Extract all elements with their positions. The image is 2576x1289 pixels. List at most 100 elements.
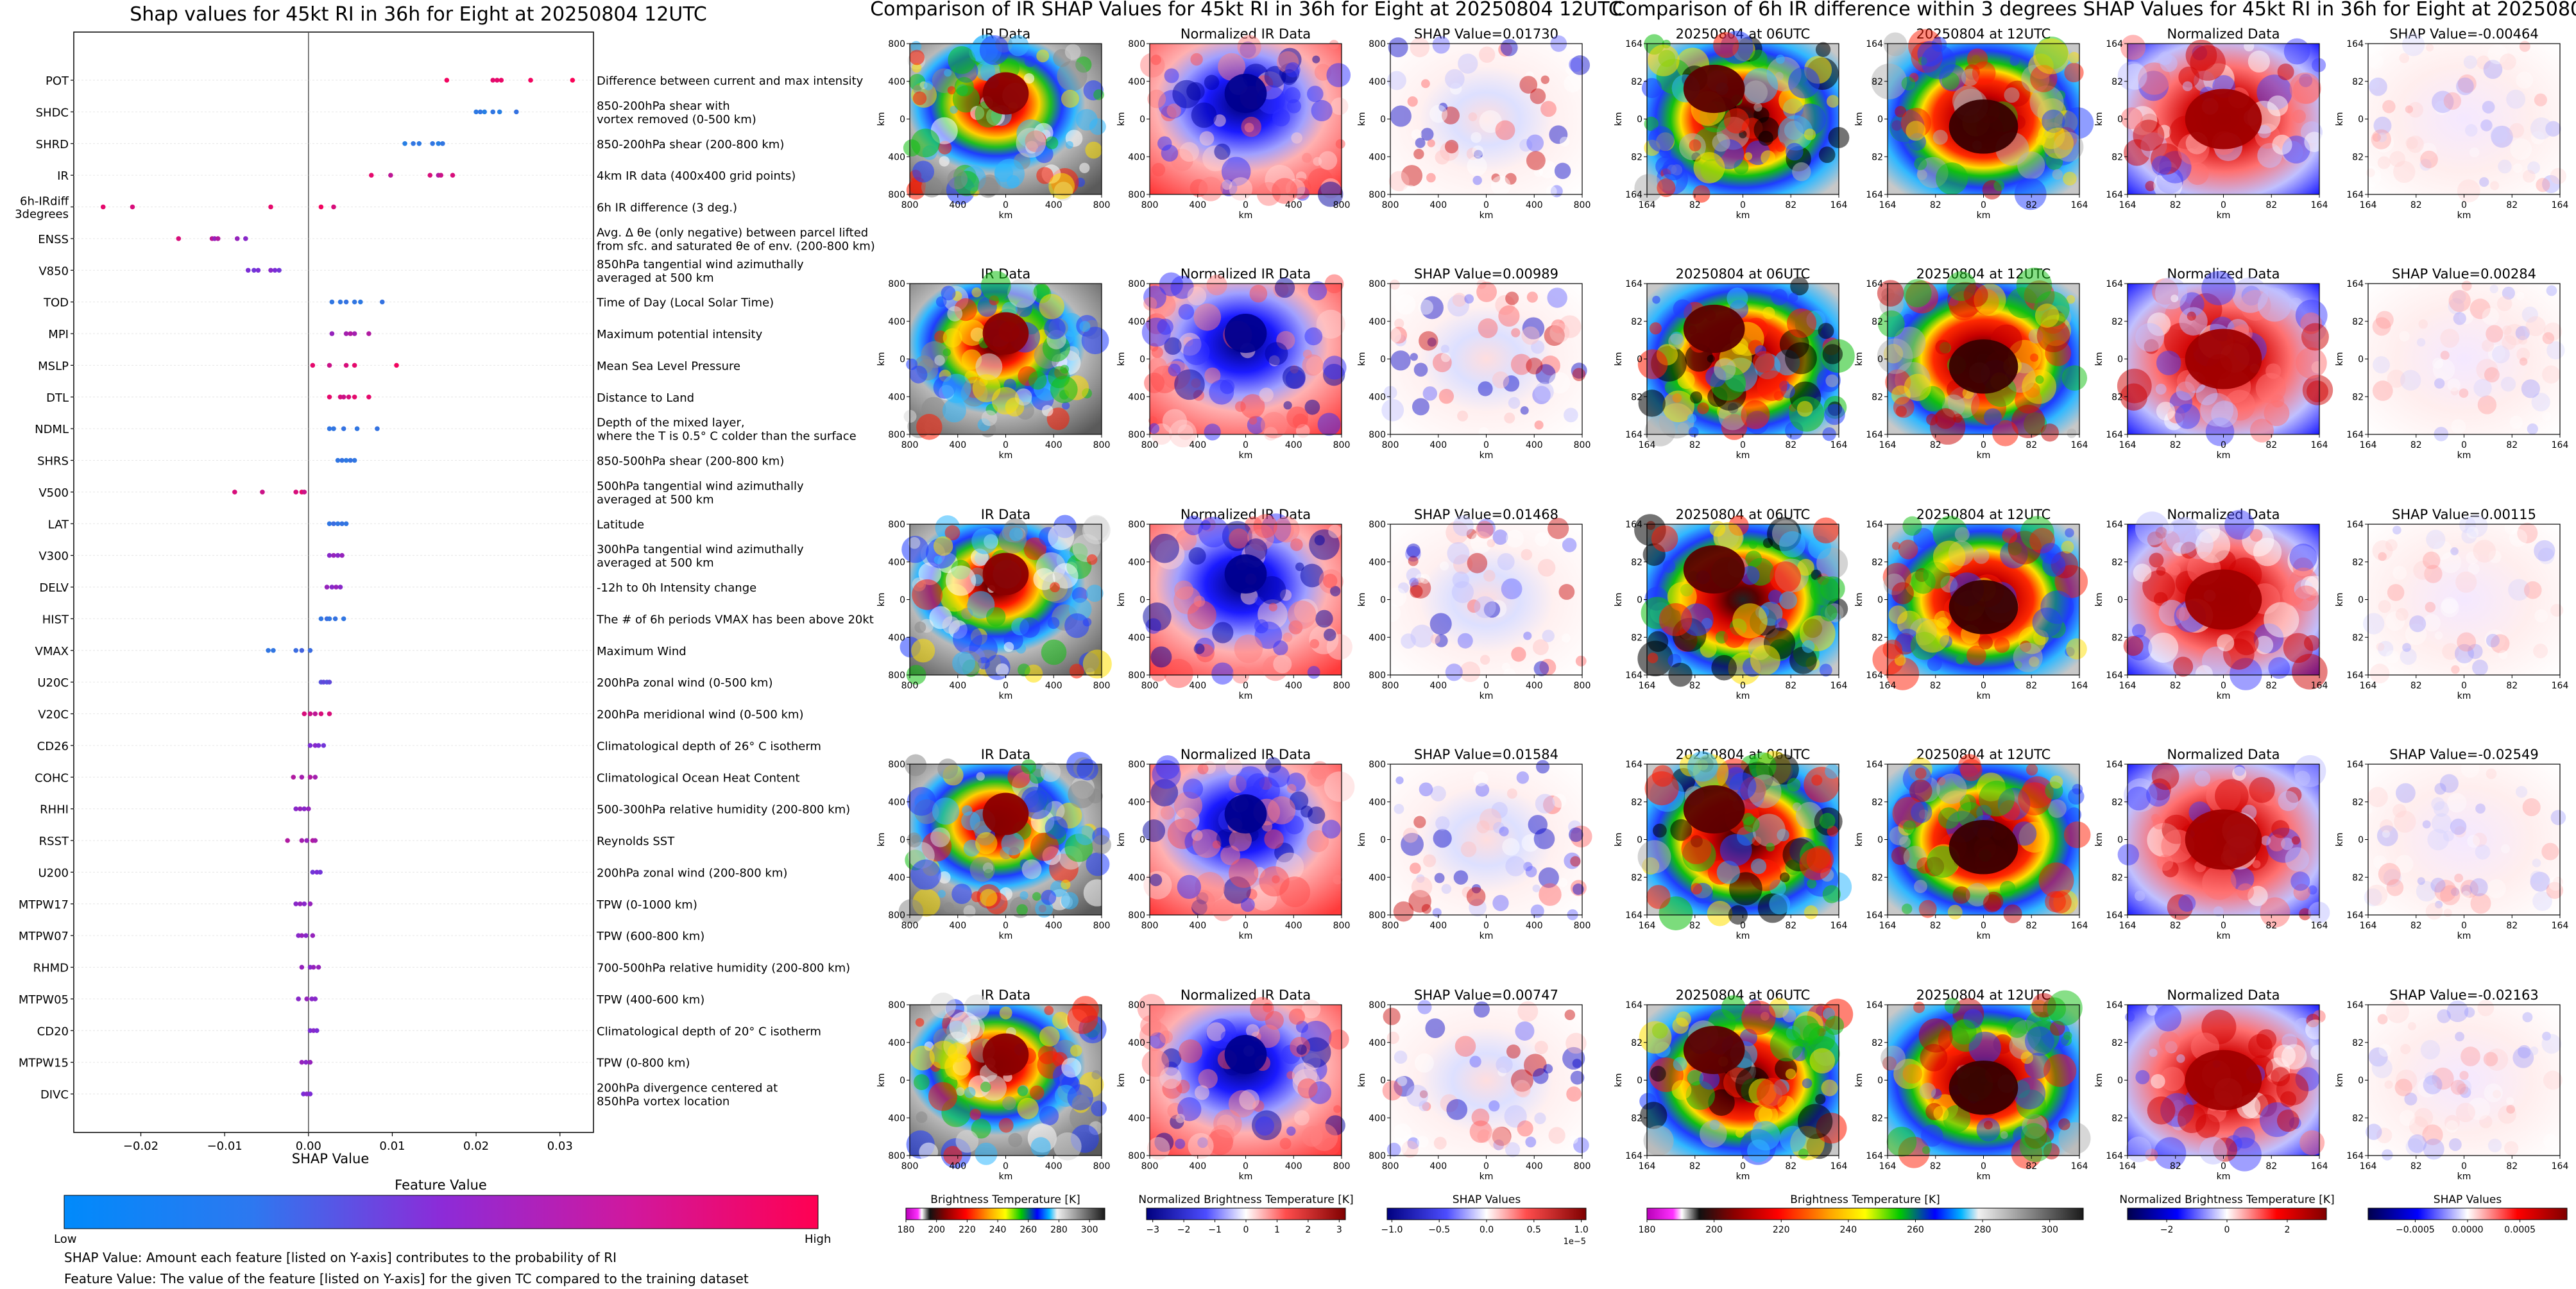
panel-texture bbox=[2546, 882, 2564, 900]
panel-x-tick-label: 164 bbox=[2119, 200, 2137, 210]
panel-texture bbox=[1791, 1015, 1820, 1044]
panel-y-tick-label: 0 bbox=[900, 115, 905, 125]
panel-texture bbox=[2066, 638, 2087, 660]
panel-x-tick-label: 82 bbox=[2170, 1161, 2181, 1172]
panel-texture bbox=[1150, 533, 1179, 563]
panel-texture bbox=[1558, 584, 1575, 600]
panel-texture bbox=[969, 1109, 982, 1120]
panel-texture bbox=[942, 398, 966, 423]
panel-texture bbox=[2414, 1107, 2434, 1127]
panel-texture bbox=[2066, 295, 2076, 304]
panel-y-tick-label: 400 bbox=[1369, 873, 1386, 883]
panel-texture bbox=[1441, 884, 1452, 894]
panel-texture bbox=[1401, 1134, 1421, 1155]
panel-texture bbox=[1983, 894, 2002, 913]
panel-texture bbox=[1081, 327, 1109, 355]
panel-texture bbox=[1815, 1094, 1826, 1105]
panel-texture bbox=[1440, 141, 1459, 161]
panel-y-tick-label: 800 bbox=[1128, 279, 1145, 289]
panel-texture bbox=[1083, 879, 1111, 907]
panel-texture bbox=[1548, 1127, 1565, 1144]
panel-texture bbox=[2368, 78, 2380, 90]
panel-background bbox=[1390, 524, 1582, 675]
panel-texture bbox=[2446, 1000, 2469, 1023]
panel-texture bbox=[1052, 1012, 1070, 1030]
panel-y-tick-label: 0 bbox=[1139, 595, 1145, 606]
panel-texture bbox=[2541, 1034, 2562, 1054]
panel-y-axis-label: km bbox=[876, 112, 887, 126]
panel-title: 20250804 at 12UTC bbox=[1916, 987, 2051, 1003]
panel-x-tick-label: 82 bbox=[2265, 681, 2277, 691]
panel-x-tick-label: 82 bbox=[2170, 440, 2181, 450]
panel-x-tick-label: 0 bbox=[1981, 921, 1986, 931]
panel-texture bbox=[1069, 663, 1084, 679]
shap-point bbox=[358, 299, 363, 305]
panel-texture bbox=[2504, 1141, 2519, 1156]
panel-texture bbox=[1041, 889, 1057, 905]
panel-texture bbox=[2375, 311, 2394, 329]
feature-description: where the T is 0.5° C colder than the su… bbox=[597, 430, 857, 443]
panel-texture bbox=[1148, 423, 1160, 434]
colorbar bbox=[905, 1208, 1105, 1220]
panel-x-axis-label: km bbox=[2217, 691, 2231, 701]
panel-texture bbox=[1994, 637, 2010, 653]
panel-texture bbox=[1662, 390, 1694, 423]
shap-point bbox=[310, 363, 316, 368]
panel-y-tick-label: 400 bbox=[1369, 1113, 1386, 1123]
panel-texture bbox=[1268, 765, 1290, 788]
panel-texture bbox=[1193, 303, 1222, 331]
panel-texture bbox=[2538, 547, 2555, 565]
panel-texture bbox=[1317, 413, 1341, 436]
feature-description: Avg. Δ θe (only negative) between parcel… bbox=[597, 226, 868, 239]
panel-texture bbox=[2295, 347, 2327, 379]
feature-colorbar-low: Low bbox=[54, 1233, 76, 1246]
panel-texture bbox=[2382, 1149, 2393, 1161]
panel-texture bbox=[2395, 608, 2409, 621]
panel-texture bbox=[907, 787, 936, 816]
panel-texture bbox=[2237, 883, 2255, 901]
panel-texture bbox=[2385, 650, 2400, 664]
panel-y-tick-label: 164 bbox=[2346, 190, 2364, 200]
panel-texture bbox=[1825, 764, 1840, 779]
panel-texture bbox=[2445, 1120, 2459, 1133]
panel-x-tick-label: 0 bbox=[1740, 200, 1746, 210]
panel-x-tick-label: 400 bbox=[1045, 440, 1062, 450]
panel-texture bbox=[1689, 139, 1702, 151]
panel-texture bbox=[2372, 133, 2381, 142]
panel-texture bbox=[1333, 1105, 1342, 1113]
panel-texture bbox=[2376, 825, 2398, 847]
feature-description: Depth of the mixed layer, bbox=[597, 416, 745, 430]
panel-x-tick-label: 82 bbox=[2506, 200, 2518, 210]
panel-texture bbox=[1819, 663, 1832, 677]
panel-texture bbox=[1762, 538, 1773, 549]
shap-point bbox=[302, 806, 307, 812]
panel-texture bbox=[1903, 278, 1932, 307]
panel-y-tick-label: 400 bbox=[888, 1113, 905, 1123]
panel-x-tick-label: 164 bbox=[2071, 921, 2088, 931]
panel-texture bbox=[1410, 577, 1431, 599]
panel-texture bbox=[2068, 51, 2080, 64]
panel-texture bbox=[2482, 101, 2495, 114]
panel-x-tick-label: 164 bbox=[2552, 921, 2569, 931]
panel-y-axis-label: km bbox=[2335, 112, 2345, 126]
panel-x-tick-label: 0 bbox=[1483, 921, 1489, 931]
panel-texture bbox=[1143, 602, 1172, 631]
panel-texture bbox=[1468, 112, 1478, 121]
panel-texture bbox=[2457, 632, 2477, 652]
feature-description: 700-500hPa relative humidity (200-800 km… bbox=[597, 962, 850, 975]
feature-description: 850hPa tangential wind azimuthally bbox=[597, 258, 804, 271]
panel-x-tick-label: 82 bbox=[1930, 1161, 1941, 1172]
panel-texture bbox=[1780, 872, 1790, 882]
shap-point bbox=[212, 236, 218, 241]
panel-y-tick-label: 0 bbox=[900, 1076, 905, 1086]
panel-texture bbox=[1040, 762, 1061, 782]
shap-point bbox=[215, 236, 221, 241]
panel-texture bbox=[2399, 330, 2410, 342]
panel-texture bbox=[1922, 1146, 1931, 1154]
panel-texture bbox=[2062, 107, 2094, 139]
panel-x-tick-label: 400 bbox=[1526, 921, 1543, 931]
panel-texture bbox=[2534, 540, 2555, 562]
panel-texture bbox=[2289, 73, 2321, 104]
panel-y-tick-label: 82 bbox=[1872, 152, 1883, 162]
panel-texture bbox=[2377, 156, 2391, 169]
